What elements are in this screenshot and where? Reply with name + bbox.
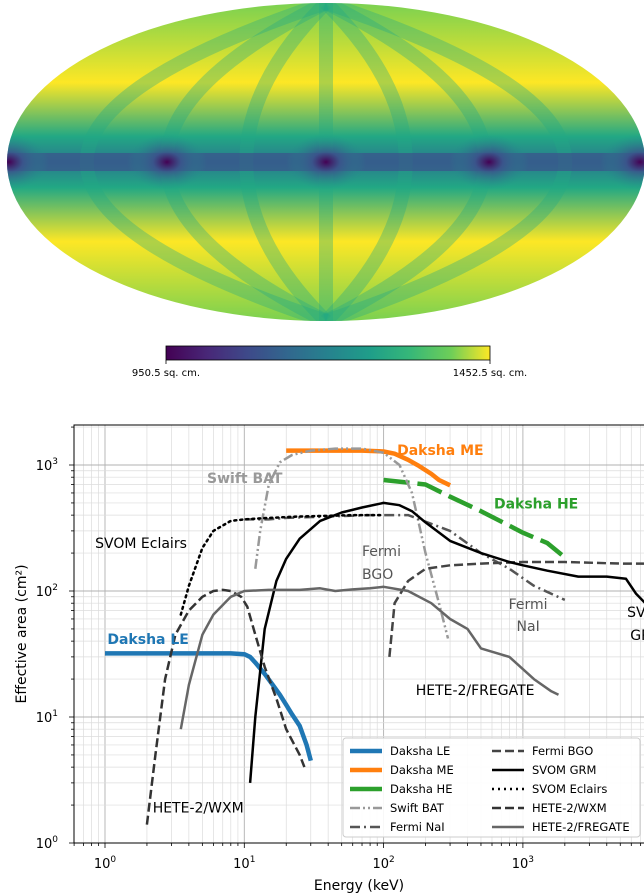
- annotation-hete-2-wxm: HETE-2/WXM: [153, 800, 244, 816]
- series-line-fermi-bgo: [388, 560, 644, 658]
- annotation-daksha-he: Daksha HE: [494, 497, 578, 513]
- annotation-daksha-le: Daksha LE: [107, 632, 188, 648]
- sky-map-pattern: [7, 3, 644, 321]
- colorbar: 950.5 sq. cm. 1452.5 sq. cm.: [132, 345, 528, 379]
- series-line-hete-2-wxm: [145, 588, 306, 825]
- series-line-daksha-me: [286, 448, 452, 488]
- annotation-nai: NaI: [517, 619, 540, 635]
- y-tick-label: 101: [36, 709, 58, 726]
- y-tick-label: 100: [36, 835, 59, 852]
- legend-label: Fermi NaI: [390, 820, 445, 834]
- legend-label: HETE-2/FREGATE: [532, 820, 630, 834]
- annotation-svom: SVOM: [627, 605, 644, 621]
- sky-map-minimum: [449, 134, 529, 190]
- annotation-daksha-me: Daksha ME: [397, 443, 484, 459]
- legend-label: Daksha LE: [390, 744, 450, 758]
- plot-frame: [73, 424, 644, 844]
- legend-box: [342, 737, 641, 838]
- colorbar-gradient: [165, 345, 491, 361]
- series-line-fermi-nai: [244, 513, 566, 602]
- legend-label: Daksha HE: [390, 782, 452, 796]
- colorbar-max-label: 1452.5 sq. cm.: [453, 368, 528, 379]
- annotations: Daksha ME Daksha HE Swift BAT SVOM Eclairs F…: [95, 443, 644, 816]
- series-line-svom-eclairs: [179, 513, 385, 616]
- legend-label: Swift BAT: [390, 801, 445, 815]
- x-tick-label: 100: [94, 855, 117, 872]
- series-lines: [105, 447, 644, 825]
- sky-map: [7, 3, 644, 321]
- annotation-grm: GRM: [630, 628, 644, 644]
- x-axis-label: Energy (keV): [314, 878, 404, 894]
- legend-label: Daksha ME: [390, 763, 454, 777]
- x-tick-label: 103: [512, 855, 534, 872]
- colorbar-min-label: 950.5 sq. cm.: [132, 368, 200, 379]
- legend-label: HETE-2/WXM: [532, 801, 607, 815]
- y-tick-label: 103: [36, 457, 58, 474]
- x-tick-label: 102: [372, 855, 394, 872]
- annotation-fermi: Fermi: [362, 544, 401, 560]
- legend-label: SVOM GRM: [532, 763, 596, 777]
- annotation-bgo: BGO: [362, 567, 393, 583]
- y-tick-label: 102: [36, 583, 58, 600]
- sky-map-minimum: [127, 134, 207, 190]
- series-line-hete-2-fregate: [179, 585, 560, 730]
- legend: Daksha LE Daksha ME Daksha HE Swift BAT Ferm…: [342, 737, 641, 838]
- sky-map-minimum: [286, 134, 366, 190]
- annotation-swift-bat: Swift BAT: [207, 471, 283, 487]
- x-tick-label: 101: [233, 855, 255, 872]
- annotation-svom-eclairs: SVOM Eclairs: [95, 536, 187, 552]
- y-axis-label: Effective area (cm²): [14, 564, 30, 703]
- series-line-daksha-he: [383, 477, 567, 560]
- legend-label: Fermi BGO: [532, 744, 593, 758]
- series-line-swift-bat: [254, 447, 450, 639]
- series-line-svom-grm: [248, 501, 644, 783]
- annotation-fermi: Fermi: [509, 597, 548, 613]
- sky-map-minimum: [7, 134, 49, 190]
- legend-label: SVOM Eclairs: [532, 782, 607, 796]
- annotation-hete-2-fregate: HETE-2/FREGATE: [416, 683, 535, 699]
- sky-map-minimum: [600, 134, 644, 190]
